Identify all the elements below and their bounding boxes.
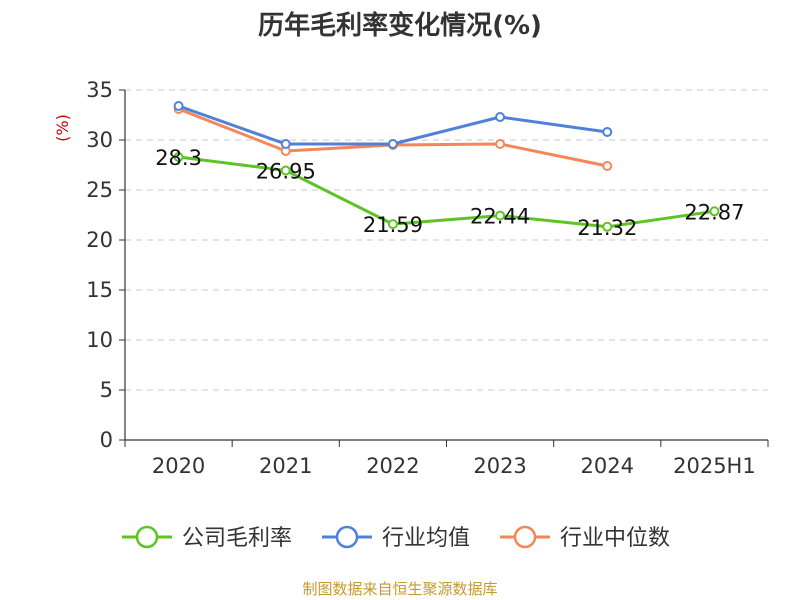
y-tick-label: 5 bbox=[100, 378, 113, 402]
legend-marker bbox=[335, 525, 359, 549]
axes: 0 5 10 15 20 25 30 35 2020 2021 2022 2023 2024 2025H1 bbox=[86, 78, 769, 478]
data-point bbox=[602, 221, 613, 232]
data-point bbox=[280, 165, 291, 176]
x-tick-label: 2020 bbox=[152, 454, 205, 478]
data-point bbox=[709, 206, 720, 217]
grid bbox=[125, 89, 768, 391]
y-tick-label: 10 bbox=[86, 328, 113, 352]
data-point bbox=[602, 127, 613, 137]
data-point bbox=[387, 219, 398, 230]
legend-marker bbox=[135, 525, 159, 549]
y-tick-label: 25 bbox=[86, 178, 113, 202]
y-axis-label: (%) bbox=[53, 114, 72, 142]
y-tick-label: 35 bbox=[86, 78, 113, 102]
legend-label: 行业中位数 bbox=[560, 526, 670, 551]
data-point bbox=[280, 139, 291, 149]
legend-label: 公司毛利率 bbox=[182, 526, 292, 551]
data-point bbox=[173, 152, 184, 162]
data-point bbox=[495, 112, 506, 122]
series: 28.3 26.95 21.59 22.44 21.32 22.87 bbox=[155, 101, 744, 240]
series-line-2 bbox=[178, 107, 608, 168]
x-tick-label: 2022 bbox=[366, 454, 419, 478]
data-point bbox=[495, 139, 506, 149]
x-tick-label: 2023 bbox=[473, 454, 526, 478]
data-label: 22.87 bbox=[684, 200, 744, 224]
data-label: 21.59 bbox=[363, 213, 423, 237]
legend-marker bbox=[513, 525, 537, 549]
legend-label: 行业均值 bbox=[382, 526, 470, 551]
data-label: 22.44 bbox=[470, 205, 530, 229]
x-tick-label: 2025H1 bbox=[673, 454, 756, 478]
data-label: 28.3 bbox=[155, 146, 202, 170]
y-tick-label: 20 bbox=[86, 228, 113, 252]
data-point bbox=[387, 139, 398, 149]
series-line-0 bbox=[178, 155, 715, 229]
series-line-1 bbox=[178, 104, 608, 146]
data-label: 21.32 bbox=[577, 216, 637, 240]
y-tick-label: 15 bbox=[86, 278, 113, 302]
y-tick-label: 30 bbox=[86, 128, 113, 152]
data-point bbox=[173, 101, 184, 111]
data-label: 26.95 bbox=[256, 160, 316, 184]
y-tick-label: 0 bbox=[100, 428, 113, 452]
x-tick-label: 2021 bbox=[259, 454, 312, 478]
source-note: 制图数据来自恒生聚源数据库 bbox=[302, 580, 498, 598]
x-tick-label: 2024 bbox=[581, 454, 634, 478]
data-point bbox=[495, 210, 506, 221]
data-point bbox=[602, 161, 613, 171]
legend: 公司毛利率 行业均值 行业中位数 bbox=[122, 525, 670, 551]
chart-title: 历年毛利率变化情况(%) bbox=[258, 10, 542, 41]
